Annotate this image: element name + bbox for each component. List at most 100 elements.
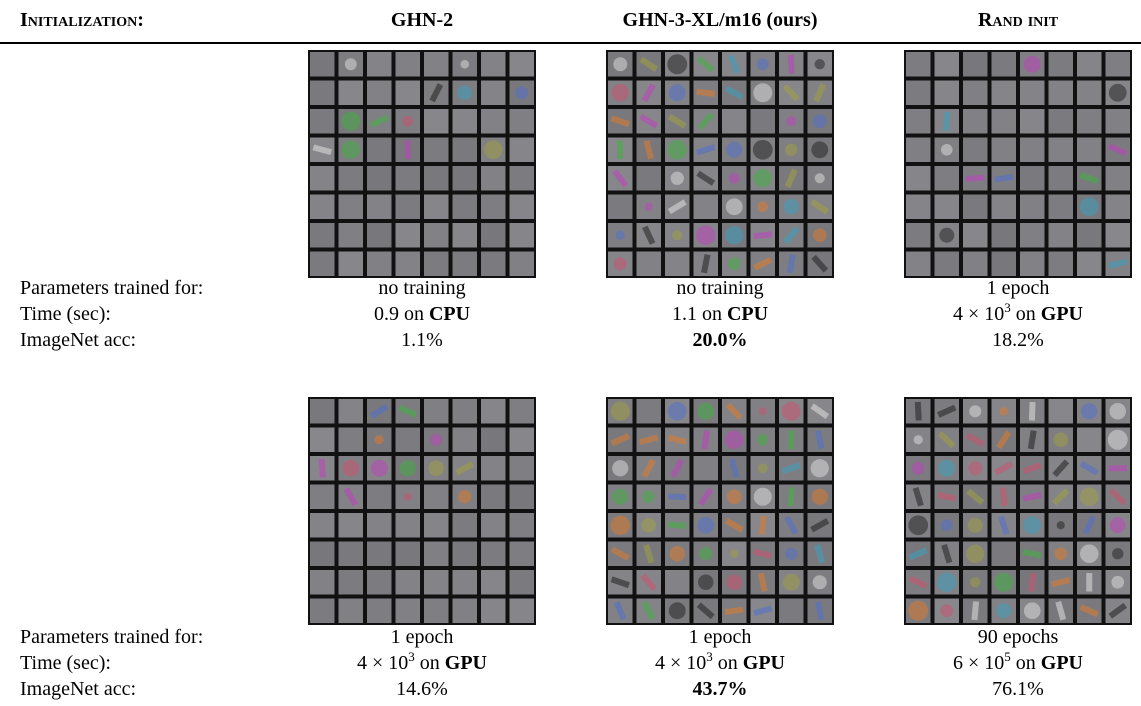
filter-stripe: [965, 174, 985, 183]
filter-blob: [908, 600, 929, 621]
filter-blob: [1081, 403, 1098, 420]
filter-blob: [610, 515, 631, 536]
filter: [367, 80, 392, 105]
time-value: 1.1: [671, 303, 697, 325]
filter: [1020, 194, 1045, 219]
filter: [310, 166, 335, 191]
filter: [1105, 166, 1130, 191]
filter: [338, 541, 363, 566]
trained-for: no training: [378, 277, 466, 299]
filter-blob: [1111, 575, 1125, 589]
row-label: Time (sec):: [20, 652, 111, 674]
filter: [509, 570, 534, 595]
filter-blob: [1023, 602, 1041, 620]
filter: [693, 456, 718, 481]
filter-blob: [756, 58, 769, 71]
filter: [424, 513, 449, 538]
time-value: 4 × 10: [357, 652, 409, 674]
filter: [509, 399, 534, 424]
filter: [963, 52, 988, 77]
filter-blob: [403, 492, 412, 501]
filter-stripe: [937, 404, 957, 418]
filter-blob: [753, 83, 773, 103]
filter: [1048, 194, 1073, 219]
filter-stripe: [782, 83, 800, 102]
filter-stripe: [786, 254, 796, 274]
filter: [395, 80, 420, 105]
filter-stripe: [667, 521, 687, 529]
time-value: 4 × 10: [655, 652, 707, 674]
filter: [424, 166, 449, 191]
filter-blob: [728, 172, 740, 184]
filter: [1020, 80, 1045, 105]
filter: [1105, 223, 1130, 248]
filter: [481, 399, 506, 424]
filter-stripe: [937, 492, 957, 502]
filter: [1020, 251, 1045, 276]
filter-stripe: [998, 515, 1010, 535]
filter-stripe: [1108, 258, 1128, 269]
filter-blob: [1023, 55, 1041, 73]
filter-blob: [726, 489, 742, 505]
filter: [509, 223, 534, 248]
filter-stripe: [667, 434, 687, 445]
filter: [991, 251, 1016, 276]
filter: [1105, 109, 1130, 134]
filter-stripe: [999, 487, 1008, 507]
filter-stripe: [788, 430, 795, 450]
filter-stripe: [404, 140, 411, 160]
filter-stripe: [912, 487, 924, 507]
filter-blob: [752, 139, 773, 160]
accuracy: 76.1%: [992, 678, 1044, 700]
filter-blob: [457, 85, 473, 101]
filter: [934, 80, 959, 105]
filter: [395, 52, 420, 77]
filter: [395, 166, 420, 191]
filter: [310, 399, 335, 424]
filter-stripe: [971, 601, 980, 621]
filter: [991, 52, 1016, 77]
filter-blob: [669, 546, 685, 562]
filter: [1048, 251, 1073, 276]
filter: [934, 52, 959, 77]
filter: [481, 80, 506, 105]
filter: [424, 251, 449, 276]
filter-blob: [611, 84, 629, 102]
filter: [779, 598, 804, 623]
filter-stripe: [1082, 515, 1096, 535]
filter: [367, 598, 392, 623]
filter-stripe: [1052, 459, 1070, 478]
header-rule: [0, 42, 1141, 44]
filter: [934, 166, 959, 191]
filter-blob: [757, 434, 769, 446]
filter-stripe: [701, 254, 711, 274]
filter-blob: [612, 488, 629, 505]
filter-stripe: [641, 601, 656, 621]
filter: [1048, 109, 1073, 134]
filter-stripe: [941, 544, 953, 564]
filter: [424, 52, 449, 77]
filter-blob: [641, 517, 657, 533]
time-on: on: [419, 652, 440, 674]
filter-stripe: [815, 601, 825, 621]
filter: [636, 399, 661, 424]
time-exponent: 3: [706, 649, 713, 664]
time-on: on: [1015, 652, 1036, 674]
filter-blob: [1056, 521, 1065, 530]
filter-blob: [1023, 516, 1042, 535]
filter-stripe: [1028, 401, 1036, 421]
filter: [1048, 80, 1073, 105]
filter-blob: [966, 544, 985, 563]
filter: [424, 598, 449, 623]
filter: [722, 109, 747, 134]
accuracy: 20.0%: [692, 329, 748, 351]
filter-stripe: [398, 404, 418, 418]
filter-stripe: [753, 605, 773, 617]
filter: [310, 194, 335, 219]
filter: [310, 541, 335, 566]
filter-blob: [969, 405, 982, 418]
filter-stripe: [1027, 430, 1037, 450]
filter: [367, 52, 392, 77]
filter: [338, 251, 363, 276]
filter-stripe: [1079, 604, 1099, 618]
